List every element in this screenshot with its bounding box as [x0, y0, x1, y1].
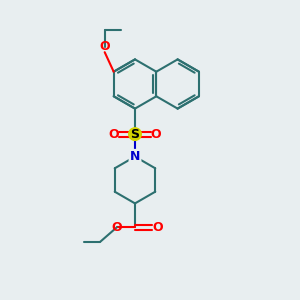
Text: O: O [111, 221, 122, 234]
Text: O: O [152, 221, 163, 234]
Text: O: O [109, 128, 119, 141]
Text: N: N [130, 150, 140, 163]
Text: S: S [130, 128, 140, 141]
Circle shape [129, 128, 141, 140]
Text: O: O [99, 40, 110, 53]
Text: O: O [151, 128, 161, 141]
